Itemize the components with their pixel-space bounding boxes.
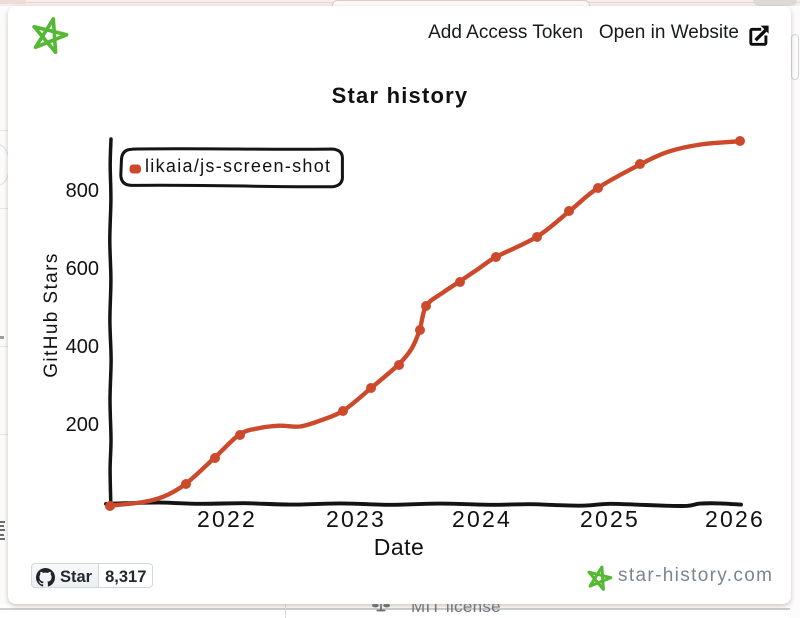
svg-text:Date: Date — [374, 534, 425, 560]
svg-text:likaia/js-screen-shot: likaia/js-screen-shot — [145, 156, 331, 176]
svg-text:2025: 2025 — [580, 506, 640, 532]
svg-text:GitHub Stars: GitHub Stars — [41, 252, 62, 378]
svg-text:2024: 2024 — [452, 506, 512, 532]
svg-text:2026: 2026 — [705, 506, 765, 532]
svg-text:2022: 2022 — [197, 506, 257, 532]
svg-text:400: 400 — [66, 336, 99, 358]
svg-text:200: 200 — [66, 414, 99, 436]
svg-text:600: 600 — [66, 258, 99, 280]
svg-text:800: 800 — [66, 180, 99, 202]
svg-text:2023: 2023 — [326, 506, 386, 532]
